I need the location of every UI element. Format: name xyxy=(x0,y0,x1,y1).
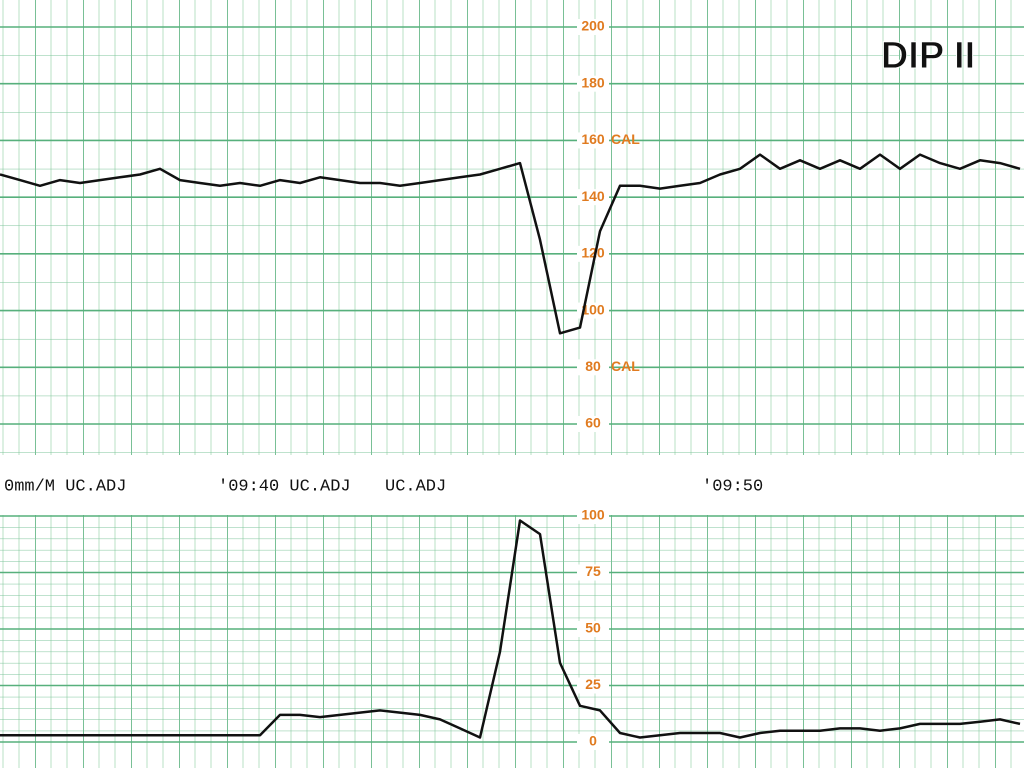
y-tick-label: 50 xyxy=(585,620,601,636)
tick-bg xyxy=(577,359,609,376)
y-tick-label: 120 xyxy=(581,245,605,261)
strip-label: 0mm/M UC.ADJ xyxy=(4,477,126,496)
paper-grid xyxy=(0,0,1024,455)
tick-bg xyxy=(577,245,609,262)
tick-bg xyxy=(577,508,609,524)
strip-label: UC.ADJ xyxy=(385,477,446,496)
y-tick-label: 25 xyxy=(585,676,601,692)
cal-label: CAL xyxy=(611,131,640,147)
y-tick-label: 0 xyxy=(589,733,597,749)
tick-bg xyxy=(577,416,609,432)
y-tick-label: 180 xyxy=(581,74,605,90)
chart-title: DIP II xyxy=(881,35,975,77)
strip-label: '09:40 UC.ADJ xyxy=(218,477,351,496)
y-tick-label: 75 xyxy=(585,563,601,579)
trace xyxy=(0,519,1021,739)
strip-band xyxy=(0,455,1024,515)
y-tick-label: 160 xyxy=(581,131,605,147)
tick-bg xyxy=(577,734,609,750)
tick-bg xyxy=(577,75,609,92)
tick-bg xyxy=(577,19,609,35)
tick-bg xyxy=(577,677,609,694)
cal-label: CAL xyxy=(611,358,640,374)
y-tick-label: 100 xyxy=(581,507,605,523)
strip-label: '09:50 xyxy=(702,477,763,496)
y-tick-label: 60 xyxy=(585,415,601,431)
tick-bg xyxy=(577,621,609,637)
y-tick-label: 100 xyxy=(581,301,605,317)
trace xyxy=(0,153,1021,335)
y-tick-label: 80 xyxy=(585,358,601,374)
tick-bg xyxy=(577,189,609,206)
y-tick-label: 200 xyxy=(581,18,605,34)
paper-grid xyxy=(0,516,1024,751)
tick-bg xyxy=(577,564,609,581)
y-tick-label: 140 xyxy=(581,188,605,204)
tick-bg xyxy=(577,132,609,149)
